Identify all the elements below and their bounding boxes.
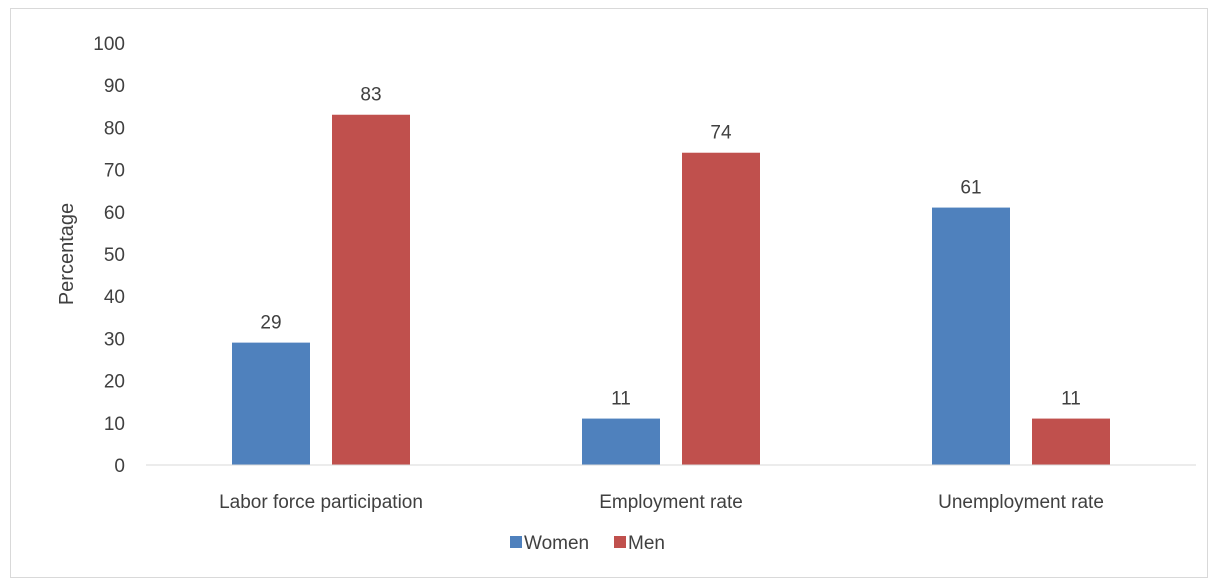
y-tick-label: 70 — [104, 161, 125, 182]
y-tick-label: 0 — [114, 456, 125, 477]
legend: Women Men — [510, 533, 665, 554]
bar-women-1 — [232, 342, 310, 465]
data-label: 83 — [360, 85, 381, 106]
y-tick-label: 10 — [104, 414, 125, 435]
data-label: 11 — [611, 389, 631, 410]
y-tick-label: 80 — [104, 118, 125, 139]
bar-women-3 — [932, 207, 1010, 465]
bar-women-2 — [582, 418, 660, 465]
bars — [232, 114, 1110, 466]
legend-label-women: Women — [524, 533, 589, 554]
data-label: 11 — [1061, 389, 1081, 410]
bar-men-2 — [682, 152, 760, 465]
data-labels: 29 83 11 74 61 11 — [260, 85, 1080, 410]
y-tick-label: 100 — [93, 34, 125, 55]
bar-chart: 0 10 20 30 40 50 60 70 80 90 100 29 83 11 74 61 11 Labo… — [56, 34, 1196, 554]
data-label: 61 — [960, 178, 981, 199]
y-tick-label: 90 — [104, 76, 125, 97]
y-tick-label: 40 — [104, 287, 125, 308]
data-label: 74 — [710, 123, 732, 144]
y-axis-title: Percentage — [56, 203, 78, 305]
category-label: Labor force participation — [219, 492, 423, 513]
legend-swatch-women — [510, 536, 522, 548]
bar-men-1 — [332, 114, 410, 466]
bar-men-3 — [1032, 418, 1110, 465]
category-label: Unemployment rate — [938, 492, 1104, 513]
y-tick-label: 30 — [104, 329, 125, 350]
chart-frame: 0 10 20 30 40 50 60 70 80 90 100 29 83 11 74 61 11 Labo… — [10, 8, 1208, 578]
y-tick-label: 20 — [104, 372, 125, 393]
y-axis-ticks: 0 10 20 30 40 50 60 70 80 90 100 — [93, 34, 125, 477]
legend-label-men: Men — [628, 533, 665, 554]
category-labels: Labor force participation Employment rate… — [219, 492, 1104, 513]
y-tick-label: 60 — [104, 203, 125, 224]
data-label: 29 — [260, 313, 281, 334]
category-label: Employment rate — [599, 492, 743, 513]
legend-swatch-men — [614, 536, 626, 548]
y-tick-label: 50 — [104, 245, 125, 266]
